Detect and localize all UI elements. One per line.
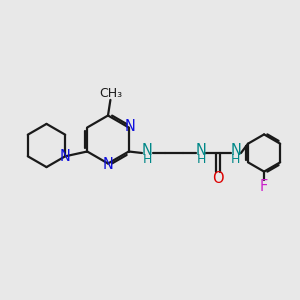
Text: H: H [143, 153, 152, 166]
Text: O: O [212, 171, 224, 186]
Text: N: N [124, 119, 135, 134]
Text: N: N [103, 157, 113, 172]
Text: N: N [195, 143, 206, 158]
Text: H: H [231, 153, 241, 166]
Text: N: N [142, 143, 153, 158]
Text: CH₃: CH₃ [99, 87, 123, 100]
Text: H: H [196, 153, 206, 166]
Text: F: F [260, 179, 268, 194]
Text: N: N [59, 149, 70, 164]
Text: N: N [230, 143, 241, 158]
